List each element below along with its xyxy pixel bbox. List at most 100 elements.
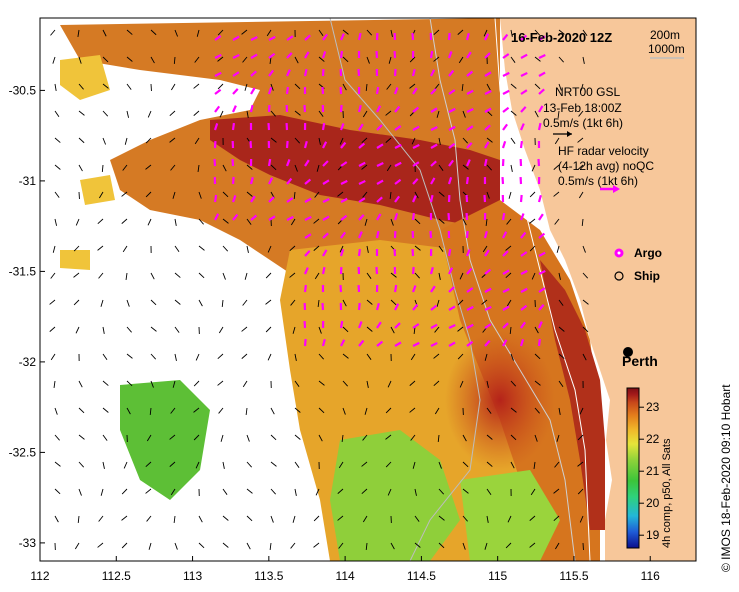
hf-vector <box>448 286 455 293</box>
gsl-vector <box>461 83 464 92</box>
gsl-vector <box>102 434 108 441</box>
colorbar-tick-label: 22 <box>646 432 660 446</box>
gsl-vector <box>361 137 368 144</box>
hf-vector <box>339 33 345 41</box>
hf-vector <box>429 50 434 59</box>
gsl-vector <box>414 542 421 548</box>
gsl-vector <box>388 56 392 64</box>
gsl-legend-title: NRT00 GSL <box>555 85 620 99</box>
gsl-vector <box>317 299 320 308</box>
gsl-vector <box>102 353 108 360</box>
gsl-vector <box>150 299 157 306</box>
hf-vector <box>304 233 312 239</box>
gsl-vector <box>97 218 104 225</box>
hf-vector <box>502 33 509 41</box>
hf-vector <box>538 53 546 59</box>
hf-vector <box>412 125 420 131</box>
gsl-vector <box>318 407 325 414</box>
gsl-vector <box>341 434 344 443</box>
gsl-vector <box>54 218 58 226</box>
hf-scale-arrowhead <box>613 185 620 193</box>
gsl-vector <box>510 461 515 469</box>
hf-vector <box>484 141 490 149</box>
gsl-vector <box>510 137 516 144</box>
gsl-vector <box>122 245 128 253</box>
gsl-vector <box>169 110 176 117</box>
gsl-vector <box>102 407 109 413</box>
gsl-vector <box>197 164 200 172</box>
gsl-vector <box>486 380 489 388</box>
hf-vector <box>357 302 361 311</box>
gsl-vector <box>409 56 416 63</box>
gsl-vector <box>533 461 536 469</box>
gsl-vector <box>315 488 320 496</box>
hf-vector <box>466 323 474 329</box>
hf-vector <box>339 248 345 257</box>
gsl-vector <box>338 461 344 469</box>
sst-warm-eddy <box>445 330 555 470</box>
gsl-vector <box>389 191 392 200</box>
hf-vector <box>268 52 276 59</box>
gsl-vector <box>294 488 297 496</box>
gsl-vector <box>97 542 104 548</box>
gsl-vector <box>294 380 300 387</box>
gsl-vector <box>102 137 107 145</box>
gsl-vector <box>294 56 299 64</box>
hf-vector <box>321 266 326 275</box>
gsl-vector <box>102 83 109 89</box>
gsl-vector <box>318 353 324 360</box>
hf-vector <box>502 89 510 95</box>
gsl-vector <box>339 245 344 253</box>
gsl-vector <box>50 29 56 36</box>
hf-vector <box>394 341 402 347</box>
gsl-vector <box>318 110 324 117</box>
gsl-vector <box>198 245 205 251</box>
gsl-vector <box>269 56 272 64</box>
hf-vector <box>376 161 384 167</box>
gsl-vector <box>170 488 176 496</box>
gsl-vector-field <box>49 29 589 551</box>
lat-tick-label: -32.5 <box>9 445 37 459</box>
hf-vector <box>321 302 325 311</box>
gsl-vector <box>102 56 109 63</box>
gsl-vector <box>318 434 323 442</box>
gsl-vector <box>577 137 584 143</box>
latitude-labels: -30.5 -31 -31.5 -32 -32.5 -33 <box>9 83 37 550</box>
gsl-vector <box>290 299 296 306</box>
hf-vector <box>520 34 528 41</box>
hf-vector <box>411 195 417 203</box>
colorbar-tick-label: 21 <box>646 464 660 478</box>
hf-vector <box>357 68 361 77</box>
gsl-vector <box>578 110 584 117</box>
gsl-vector <box>98 272 104 279</box>
gsl-vector <box>390 218 394 226</box>
gsl-vector <box>362 191 368 198</box>
lon-tick-label: 113 <box>183 569 202 583</box>
gsl-vector <box>534 29 540 36</box>
gsl-vector <box>294 434 301 440</box>
hf-vector <box>502 71 510 77</box>
gsl-vector <box>361 461 368 467</box>
gsl-vector <box>147 110 152 118</box>
gsl-vector <box>150 272 155 280</box>
gsl-vector <box>582 245 586 253</box>
hf-vector <box>502 106 510 113</box>
gsl-vector <box>485 218 488 227</box>
gsl-vector <box>222 515 229 521</box>
gsl-vector <box>174 299 181 305</box>
hf-vector <box>393 284 398 293</box>
gsl-vector <box>531 164 536 172</box>
gsl-vector <box>126 110 130 118</box>
hf-vector <box>519 213 525 221</box>
gsl-vector <box>433 56 440 62</box>
gsl-vector <box>270 461 277 467</box>
hf-vector <box>538 71 546 77</box>
hf-vector <box>394 195 401 203</box>
gsl-vector <box>121 218 128 224</box>
gsl-vector <box>385 110 392 116</box>
gsl-vector <box>529 218 536 224</box>
gsl-vector <box>265 299 272 305</box>
gsl-vector <box>75 326 80 334</box>
gsl-vector <box>73 245 80 252</box>
gsl-vector <box>556 245 560 253</box>
